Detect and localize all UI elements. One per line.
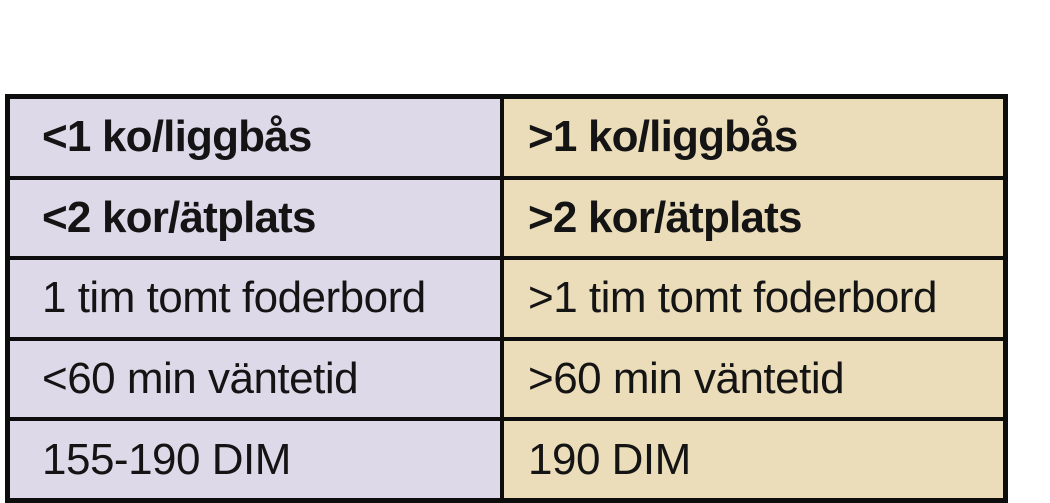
comparison-table: <1 ko/liggbås >1 ko/liggbås <2 kor/ätpla… bbox=[5, 94, 1008, 503]
table-cell-r1-right: >1 ko/liggbås bbox=[504, 99, 1003, 176]
table-cell-r3-right: >1 tim tomt foderbord bbox=[504, 260, 1003, 337]
table-cell-r5-right: 190 DIM bbox=[504, 421, 1003, 498]
table-cell-r2-left: <2 kor/ätplats bbox=[10, 179, 500, 257]
table-cell-r2-right: >2 kor/ätplats bbox=[504, 179, 1003, 257]
table-cell-r4-right: >60 min väntetid bbox=[504, 340, 1003, 418]
table-cell-r5-left: 155-190 DIM bbox=[10, 421, 500, 498]
table-cell-r3-left: 1 tim tomt foderbord bbox=[10, 260, 500, 337]
table-cell-r4-left: <60 min väntetid bbox=[10, 340, 500, 418]
table-cell-r1-left: <1 ko/liggbås bbox=[10, 99, 500, 176]
